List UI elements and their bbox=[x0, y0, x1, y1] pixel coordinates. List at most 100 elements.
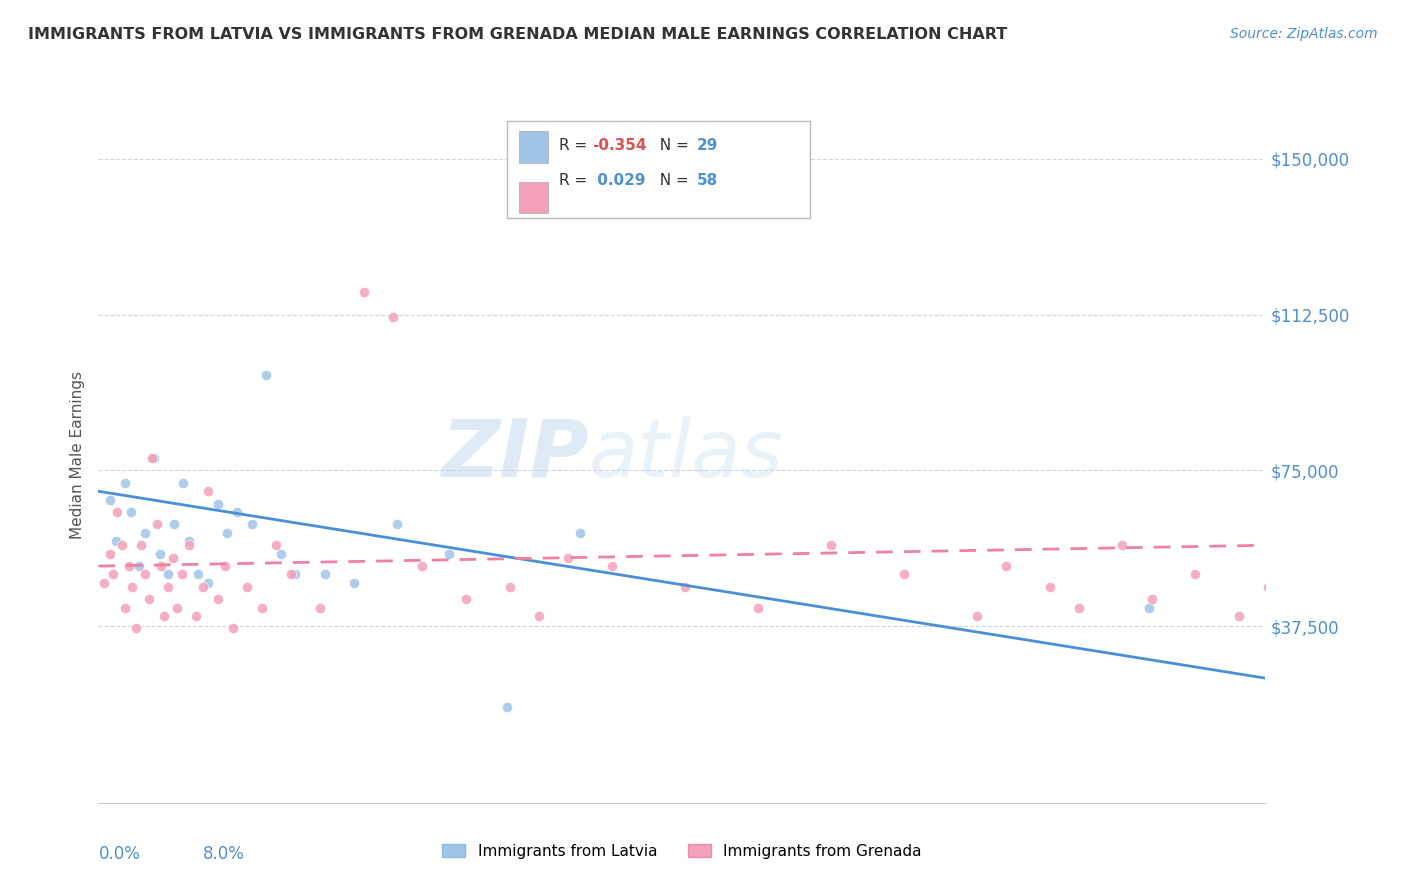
Point bbox=[1137, 600, 1160, 615]
Point bbox=[387, 517, 409, 532]
Legend: Immigrants from Latvia, Immigrants from Grenada: Immigrants from Latvia, Immigrants from … bbox=[436, 838, 928, 864]
Point bbox=[162, 550, 184, 565]
Point bbox=[1403, 608, 1406, 623]
Text: 0.029: 0.029 bbox=[592, 173, 645, 188]
Text: ZIP: ZIP bbox=[441, 416, 589, 494]
Point bbox=[101, 567, 124, 582]
Point bbox=[177, 538, 200, 552]
Point bbox=[499, 580, 522, 594]
Point bbox=[142, 450, 165, 465]
Text: 58: 58 bbox=[697, 173, 718, 188]
Point bbox=[134, 567, 156, 582]
Point bbox=[270, 547, 292, 561]
Point bbox=[1140, 592, 1163, 607]
Point bbox=[207, 592, 229, 607]
Point bbox=[1111, 538, 1133, 552]
Point bbox=[236, 580, 259, 594]
Point bbox=[207, 497, 229, 511]
Point bbox=[114, 475, 136, 490]
Point bbox=[820, 538, 842, 552]
Point bbox=[146, 517, 169, 532]
Point bbox=[557, 550, 579, 565]
Text: N =: N = bbox=[651, 138, 695, 153]
Point bbox=[240, 517, 263, 532]
Point bbox=[1374, 580, 1396, 594]
FancyBboxPatch shape bbox=[508, 121, 810, 219]
Y-axis label: Median Male Earnings: Median Male Earnings bbox=[69, 371, 84, 539]
Point bbox=[454, 592, 477, 607]
Text: 8.0%: 8.0% bbox=[202, 845, 245, 863]
Point bbox=[157, 580, 180, 594]
Point bbox=[254, 368, 277, 382]
Point bbox=[226, 505, 249, 519]
Point bbox=[496, 700, 519, 714]
Point bbox=[411, 559, 433, 574]
Point bbox=[1038, 580, 1060, 594]
Point bbox=[163, 517, 186, 532]
Point bbox=[250, 600, 273, 615]
Text: 0.0%: 0.0% bbox=[98, 845, 141, 863]
Point bbox=[221, 621, 243, 635]
Text: R =: R = bbox=[560, 173, 592, 188]
Point bbox=[966, 608, 988, 623]
Point bbox=[166, 600, 188, 615]
Text: 29: 29 bbox=[697, 138, 718, 153]
Point bbox=[1257, 580, 1279, 594]
Point bbox=[157, 567, 180, 582]
Bar bbox=[519, 131, 548, 162]
Point bbox=[1330, 600, 1353, 615]
Point bbox=[747, 600, 769, 615]
Point bbox=[343, 575, 366, 590]
Text: R =: R = bbox=[560, 138, 592, 153]
Point bbox=[149, 547, 172, 561]
Text: IMMIGRANTS FROM LATVIA VS IMMIGRANTS FROM GRENADA MEDIAN MALE EARNINGS CORRELATI: IMMIGRANTS FROM LATVIA VS IMMIGRANTS FRO… bbox=[28, 27, 1007, 42]
Point bbox=[172, 475, 194, 490]
Point bbox=[120, 505, 142, 519]
Point bbox=[994, 559, 1017, 574]
Point bbox=[129, 538, 152, 552]
Point bbox=[114, 600, 136, 615]
Point bbox=[280, 567, 302, 582]
Point bbox=[673, 580, 696, 594]
Point bbox=[150, 559, 173, 574]
Point bbox=[193, 580, 215, 594]
Point bbox=[111, 538, 134, 552]
Point bbox=[138, 592, 160, 607]
Point bbox=[437, 547, 460, 561]
Point bbox=[197, 575, 219, 590]
Point bbox=[118, 559, 141, 574]
Point bbox=[1286, 559, 1309, 574]
Point bbox=[314, 567, 336, 582]
Point bbox=[382, 310, 405, 324]
Text: Source: ZipAtlas.com: Source: ZipAtlas.com bbox=[1230, 27, 1378, 41]
Point bbox=[187, 567, 209, 582]
Point bbox=[186, 608, 208, 623]
Point bbox=[125, 621, 148, 635]
Point bbox=[215, 525, 238, 540]
Text: atlas: atlas bbox=[589, 416, 783, 494]
Point bbox=[893, 567, 915, 582]
Point bbox=[177, 534, 200, 549]
Point bbox=[1227, 608, 1250, 623]
Point bbox=[98, 547, 121, 561]
Point bbox=[121, 580, 143, 594]
Point bbox=[1184, 567, 1206, 582]
Point bbox=[284, 567, 307, 582]
Point bbox=[266, 538, 288, 552]
Point bbox=[93, 575, 115, 590]
Point bbox=[568, 525, 591, 540]
Point bbox=[153, 608, 176, 623]
Bar bbox=[519, 182, 548, 213]
Point bbox=[141, 450, 163, 465]
Point bbox=[353, 285, 375, 299]
Point bbox=[98, 492, 121, 507]
Text: N =: N = bbox=[651, 173, 695, 188]
Point bbox=[309, 600, 332, 615]
Point bbox=[214, 559, 236, 574]
Point bbox=[170, 567, 193, 582]
Point bbox=[197, 484, 219, 499]
Point bbox=[104, 534, 127, 549]
Point bbox=[1067, 600, 1090, 615]
Text: -0.354: -0.354 bbox=[592, 138, 647, 153]
Point bbox=[128, 559, 150, 574]
